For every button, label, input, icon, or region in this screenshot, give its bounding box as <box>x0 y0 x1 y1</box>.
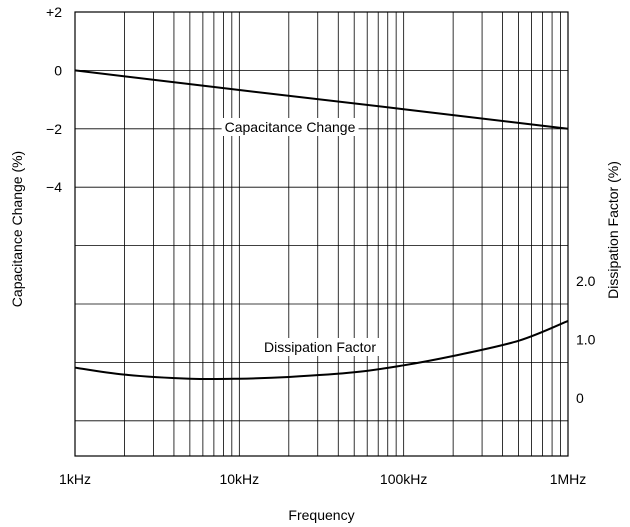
labels: 1kHz 10kHz 100kHz 1MHz +2 0 −2 −4 2.0 1.0 0 Capacit… <box>46 4 596 487</box>
x-tick-label: 100kHz <box>380 471 427 487</box>
series-line-capacitance-change <box>74 69 569 130</box>
x-tick-label: 1kHz <box>59 471 91 487</box>
right-tick-label: 1.0 <box>576 332 596 348</box>
left-axis-title: Capacitance Change (%) <box>9 151 25 307</box>
curves <box>74 69 569 381</box>
left-tick-label: −2 <box>46 121 62 137</box>
series-label: Capacitance Change <box>225 119 356 135</box>
x-tick-label: 10kHz <box>219 471 259 487</box>
series-label-background <box>260 338 380 356</box>
left-tick-label: 0 <box>54 62 62 78</box>
series-label: Dissipation Factor <box>264 339 376 355</box>
x-tick-label: 1MHz <box>550 471 587 487</box>
x-axis-title: Frequency <box>288 507 354 523</box>
right-tick-label: 0 <box>576 390 584 406</box>
right-axis-title: Dissipation Factor (%) <box>605 161 621 299</box>
plot-frame <box>74 11 569 457</box>
series-line-dissipation-factor <box>74 319 569 381</box>
series-label-background <box>221 118 359 136</box>
left-tick-label: −4 <box>46 179 62 195</box>
left-tick-label: +2 <box>46 4 62 20</box>
right-tick-label: 2.0 <box>576 273 596 289</box>
